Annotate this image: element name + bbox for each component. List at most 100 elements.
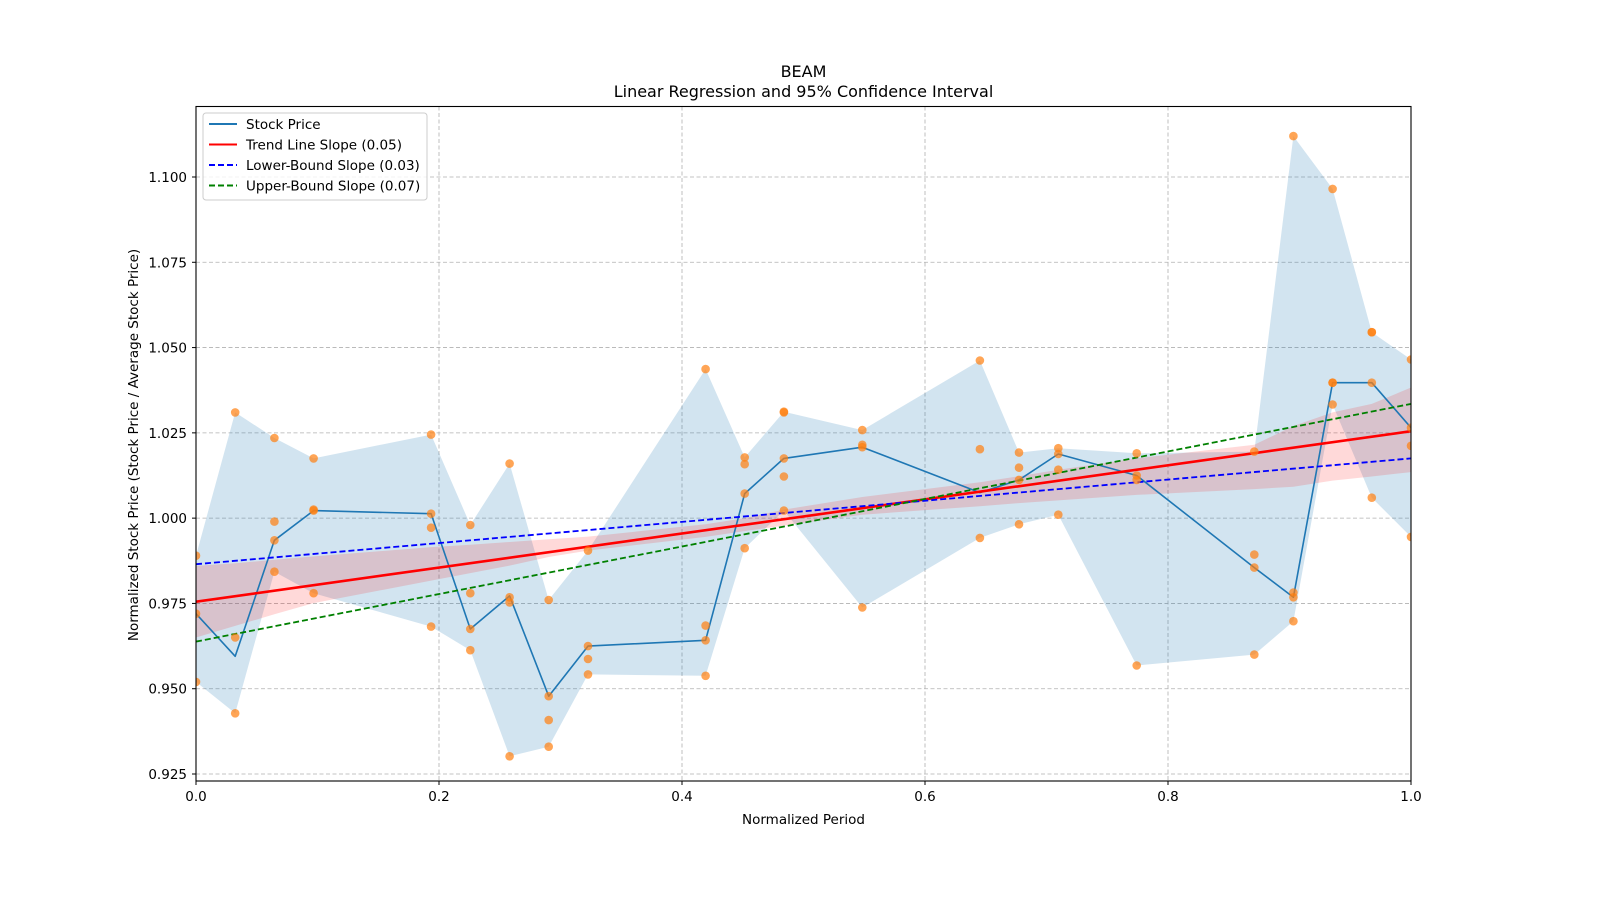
price-band <box>196 136 1411 757</box>
y-tick-label: 1.100 <box>148 170 187 186</box>
scatter-point <box>975 444 985 454</box>
scatter-point <box>505 598 514 607</box>
scatter-point <box>309 506 318 515</box>
chart-subtitle: Linear Regression and 95% Confidence Int… <box>614 82 994 101</box>
scatter-point <box>1250 650 1259 659</box>
scatter-point <box>975 533 985 543</box>
scatter-point <box>975 356 985 365</box>
scatter-point <box>779 472 789 481</box>
scatter-point <box>1250 563 1259 572</box>
scatter-point <box>1054 465 1063 475</box>
scatter-point <box>1328 378 1337 388</box>
scatter-point <box>740 543 749 553</box>
scatter-point <box>1406 532 1411 542</box>
lines <box>196 381 1411 698</box>
trend-line <box>196 429 1411 603</box>
scatter-point <box>779 454 789 463</box>
trend-confidence-band <box>196 387 1411 638</box>
scatter-point <box>230 709 240 718</box>
legend-label-trend-line: Trend Line Slope (0.05) <box>245 138 402 154</box>
scatter-point <box>544 742 553 751</box>
scatter-point <box>426 523 436 532</box>
scatter-point <box>270 536 279 545</box>
scatter-point <box>1367 378 1377 388</box>
legend-label-stock-price: Stock Price <box>246 117 321 133</box>
scatter-point <box>1132 661 1141 670</box>
x-axis-ticks: 0.0 0.2 0.4 0.6 0.8 1.0 <box>185 781 1422 805</box>
stock-price-line <box>196 381 1411 698</box>
scatter-point <box>426 622 436 631</box>
y-axis-ticks: 0.925 0.950 0.975 1.000 1.025 1.050 1.075 1.100 <box>148 170 196 783</box>
scatter-point <box>1054 449 1063 459</box>
y-tick-label: 0.950 <box>148 682 187 698</box>
scatter-point <box>1014 448 1024 457</box>
chart-title: BEAM <box>781 62 827 81</box>
scatter-point <box>230 408 240 417</box>
upper-bound-line <box>196 403 1411 643</box>
legend: Stock Price Trend Line Slope (0.05) Lowe… <box>202 112 428 201</box>
scatter-point <box>701 364 710 374</box>
scatter-point <box>426 430 436 439</box>
scatter-point <box>1289 616 1298 626</box>
scatter-point <box>466 624 475 634</box>
price-range-band <box>196 136 1411 757</box>
y-tick-label: 1.025 <box>148 426 187 442</box>
trend-ci-band <box>196 387 1411 638</box>
lower-bound-line <box>196 457 1411 566</box>
x-tick-label: 0.0 <box>185 789 206 805</box>
scatter-point <box>1014 520 1024 529</box>
scatter-point <box>1328 184 1337 194</box>
x-tick-label: 0.4 <box>671 789 692 805</box>
y-tick-label: 0.925 <box>148 767 187 783</box>
scatter-points <box>196 131 1411 761</box>
scatter-point <box>1367 327 1377 337</box>
scatter-point <box>858 442 867 452</box>
scatter-point <box>740 489 749 498</box>
scatter-point <box>1132 475 1141 485</box>
scatter-point <box>196 677 201 687</box>
scatter-point <box>309 588 318 598</box>
scatter-point <box>779 408 789 417</box>
scatter-point <box>466 588 475 598</box>
scatter-point <box>270 433 279 443</box>
scatter-point <box>270 567 279 576</box>
scatter-point <box>779 506 789 515</box>
scatter-point <box>1250 447 1259 456</box>
scatter-point <box>1250 550 1259 559</box>
x-axis-label: Normalized Period <box>742 812 865 828</box>
scatter-point <box>1014 463 1024 473</box>
scatter-point <box>1289 593 1298 602</box>
scatter-point <box>426 509 436 518</box>
x-tick-label: 0.6 <box>914 789 935 805</box>
legend-label-upper-bound: Upper-Bound Slope (0.07) <box>246 179 420 195</box>
scatter-point <box>583 546 593 555</box>
scatter-point <box>1054 510 1063 519</box>
scatter-point <box>196 551 201 560</box>
y-axis-label: Normalized Stock Price (Stock Price / Av… <box>126 249 142 641</box>
y-tick-label: 1.000 <box>148 511 187 527</box>
scatter-point <box>544 595 553 605</box>
scatter-point <box>466 520 475 530</box>
scatter-point <box>583 641 593 651</box>
scatter-point <box>544 691 553 701</box>
scatter-point <box>701 671 710 681</box>
scatter-point <box>196 609 201 618</box>
scatter-point <box>270 517 279 526</box>
scatter-point <box>583 654 593 664</box>
scatter-point <box>1406 441 1411 451</box>
x-tick-label: 1.0 <box>1400 789 1421 805</box>
scatter-point <box>230 633 240 642</box>
scatter-point <box>1014 475 1024 485</box>
scatter-point <box>701 621 710 630</box>
scatter-point <box>740 453 749 462</box>
scatter-point <box>505 459 514 468</box>
scatter-point <box>858 603 867 612</box>
scatter-point <box>740 459 749 469</box>
scatter-point <box>1289 131 1298 141</box>
x-tick-label: 0.2 <box>428 789 449 805</box>
scatter-point <box>1367 493 1377 503</box>
x-tick-label: 0.8 <box>1157 789 1178 805</box>
plot-frame <box>195 105 1412 782</box>
scatter-point <box>1406 355 1411 364</box>
